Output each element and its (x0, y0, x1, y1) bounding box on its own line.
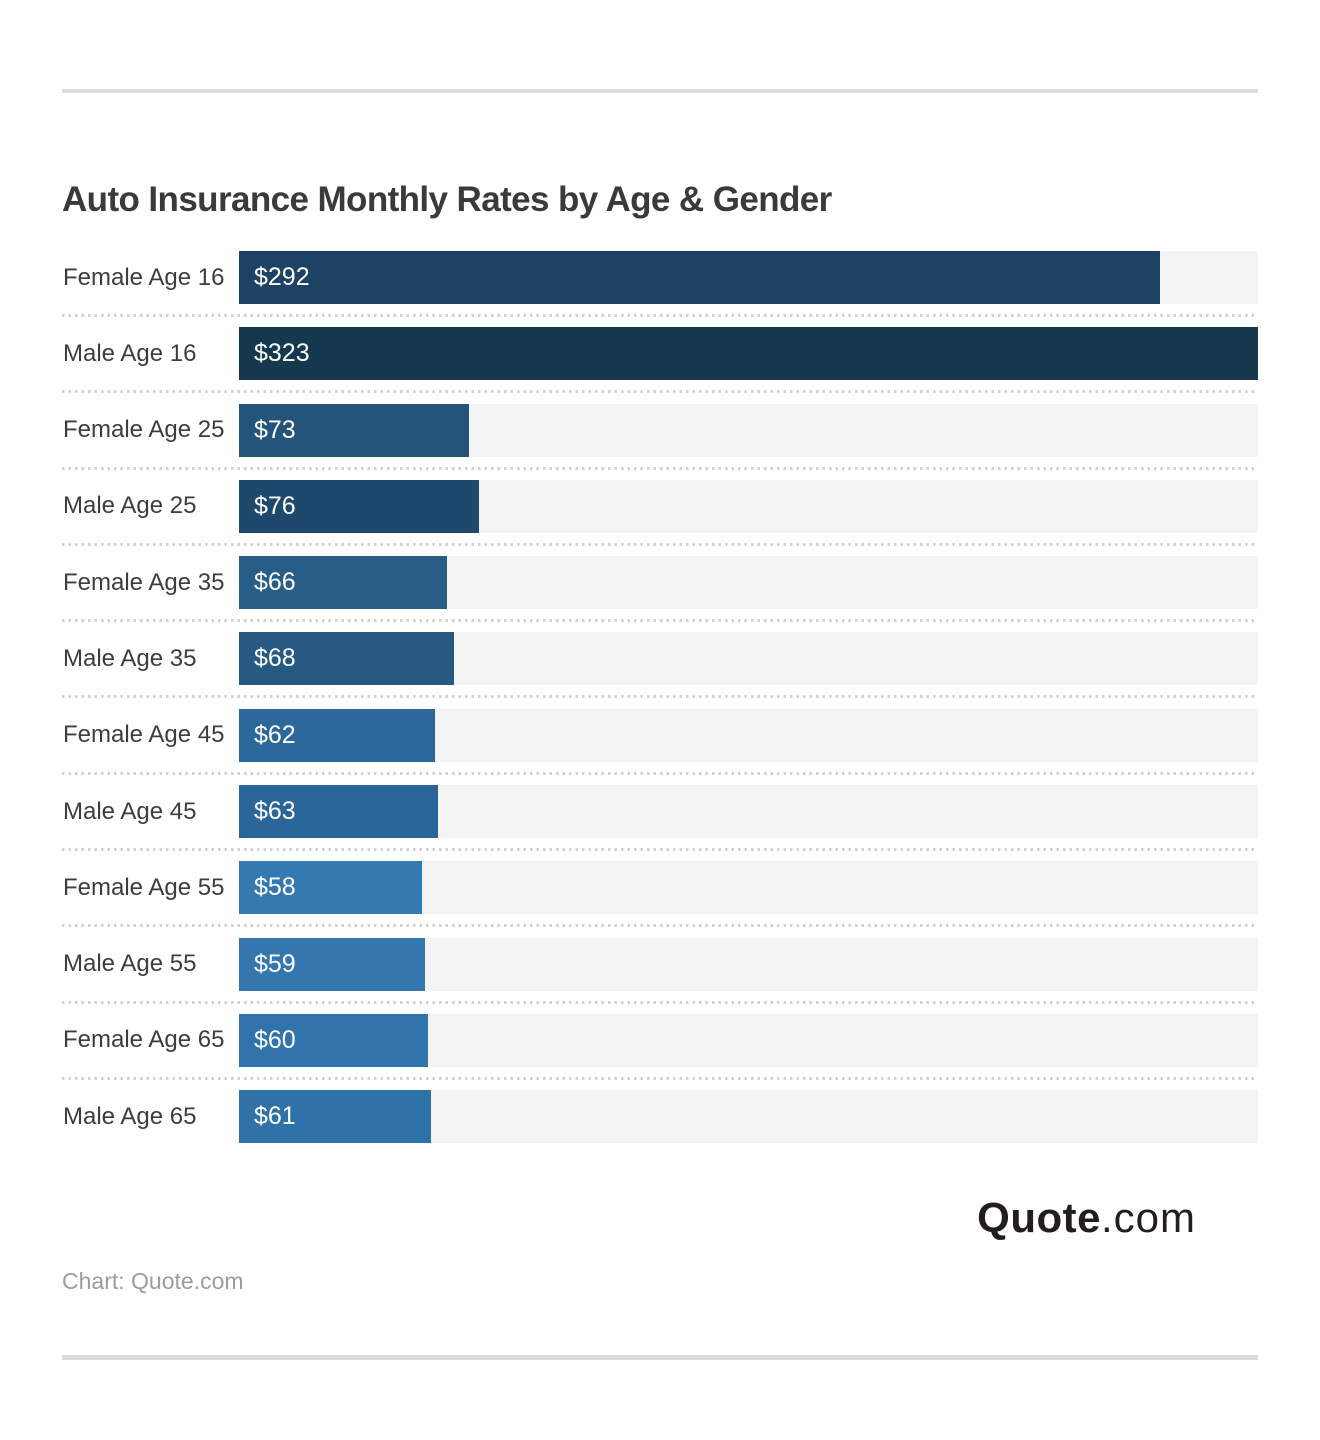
chart-row: Female Age 55 $58 (62, 861, 1258, 928)
bar-value-label: $62 (254, 720, 296, 749)
chart-row: Male Age 35 $68 (62, 632, 1258, 699)
category-label: Female Age 65 (63, 1026, 225, 1054)
bar-track: $68 (239, 632, 1258, 686)
chart-row: Female Age 16 $292 (62, 251, 1258, 317)
bar-track: $59 (239, 937, 1258, 991)
bar: $61 (239, 1090, 432, 1144)
chart-title: Auto Insurance Monthly Rates by Age & Ge… (62, 180, 832, 220)
bar-value-label: $292 (254, 263, 310, 291)
logo-bold-part: Quote (977, 1194, 1101, 1241)
chart-row: Male Age 65 $61 (62, 1090, 1258, 1144)
bar-value-label: $76 (254, 491, 296, 520)
chart-row: Male Age 55 $59 (62, 937, 1258, 1004)
bar: $73 (239, 403, 470, 457)
chart-row: Female Age 25 $73 (62, 403, 1258, 470)
chart-row: Male Age 25 $76 (62, 479, 1258, 546)
category-label: Female Age 16 (63, 263, 225, 291)
bar-value-label: $68 (254, 644, 296, 673)
category-label: Male Age 35 (63, 644, 197, 672)
bar-track: $61 (239, 1090, 1258, 1144)
category-label: Female Age 35 (63, 568, 225, 596)
logo-light-part: .com (1100, 1194, 1196, 1241)
source-note: Chart: Quote.com (62, 1268, 244, 1294)
bar-track: $292 (239, 251, 1258, 304)
bar: $323 (239, 327, 1258, 381)
bar: $59 (239, 937, 426, 991)
bar-value-label: $61 (254, 1102, 296, 1131)
category-label: Male Age 16 (63, 339, 197, 367)
category-label: Male Age 45 (63, 797, 197, 825)
chart-row: Male Age 45 $63 (62, 785, 1258, 852)
category-label: Male Age 25 (63, 492, 197, 520)
chart-row: Male Age 16 $323 (62, 327, 1258, 394)
category-label: Female Age 45 (63, 721, 225, 749)
bar: $63 (239, 785, 438, 839)
bar-track: $58 (239, 861, 1258, 915)
bar: $60 (239, 1013, 429, 1067)
bar: $292 (239, 251, 1161, 304)
bar: $62 (239, 708, 435, 762)
category-label: Female Age 55 (63, 873, 225, 901)
quote-com-logo: Quote.com (977, 1194, 1196, 1242)
chart-rows: Female Age 16 $292 Male Age 16 $323 Female A… (62, 251, 1258, 1144)
bar-track: $62 (239, 708, 1258, 762)
category-label: Male Age 55 (63, 950, 197, 978)
bar-value-label: $66 (254, 568, 296, 597)
divider-top (62, 89, 1258, 93)
bar-value-label: $63 (254, 797, 296, 826)
category-label: Male Age 65 (63, 1102, 197, 1130)
bar: $68 (239, 632, 454, 686)
chart-row: Female Age 45 $62 (62, 708, 1258, 775)
bar-value-label: $58 (254, 873, 296, 902)
bar-track: $73 (239, 403, 1258, 457)
chart-row: Female Age 35 $66 (62, 556, 1258, 623)
bar-value-label: $323 (254, 339, 310, 368)
bar: $76 (239, 479, 479, 533)
bar-value-label: $60 (254, 1025, 296, 1054)
bar-track: $63 (239, 785, 1258, 839)
bar-value-label: $73 (254, 415, 296, 444)
bar: $58 (239, 861, 422, 915)
divider-bottom (62, 1355, 1258, 1360)
category-label: Female Age 25 (63, 416, 225, 444)
chart-row: Female Age 65 $60 (62, 1013, 1258, 1080)
bar-track: $66 (239, 556, 1258, 610)
bar-track: $76 (239, 479, 1258, 533)
bar-track: $323 (239, 327, 1258, 381)
bar-value-label: $59 (254, 949, 296, 978)
bar-track: $60 (239, 1013, 1258, 1067)
bar: $66 (239, 556, 448, 610)
